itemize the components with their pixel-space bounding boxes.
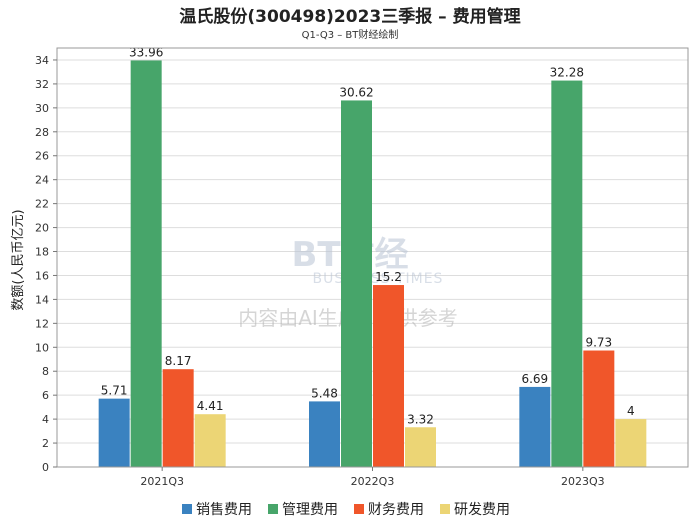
- bar: [373, 285, 404, 467]
- bars: 5.71 33.96 8.17 4.41 5.48 30.62 15.2 3.32 6.69 32…: [98, 45, 647, 467]
- chart-title: 温氏股份(300498)2023三季报 – 费用管理: [179, 6, 520, 27]
- bar-value-label: 6.69: [521, 372, 548, 386]
- bar: [551, 80, 583, 467]
- bar: [583, 350, 615, 467]
- bar-value-label: 9.73: [585, 336, 612, 350]
- bar: [162, 369, 194, 467]
- y-tick-label: 28: [35, 126, 49, 139]
- bar: [405, 427, 436, 467]
- bar-value-label: 15.2: [375, 270, 402, 284]
- y-tick-label: 34: [35, 54, 49, 67]
- bar-value-label: 32.28: [550, 66, 584, 80]
- y-tick-label: 0: [42, 461, 49, 474]
- bar: [309, 401, 340, 467]
- y-tick-label: 6: [42, 389, 49, 402]
- y-tick-label: 32: [35, 78, 49, 91]
- x-tick-label: 2023Q3: [561, 475, 605, 488]
- bar: [519, 386, 551, 467]
- legend-swatch: [182, 504, 192, 514]
- y-tick-label: 8: [42, 365, 49, 378]
- bar-value-label: 5.48: [311, 386, 338, 400]
- y-tick-label: 22: [35, 198, 49, 211]
- bar-value-label: 4.41: [197, 399, 224, 413]
- y-tick-label: 20: [35, 222, 49, 235]
- legend-swatch: [440, 504, 450, 514]
- bar: [615, 419, 647, 467]
- bar-value-label: 8.17: [165, 354, 192, 368]
- bar-value-label: 30.62: [339, 85, 373, 99]
- bar: [194, 414, 226, 467]
- legend-swatch: [268, 504, 278, 514]
- bar: [341, 100, 372, 467]
- legend-swatch: [354, 504, 364, 514]
- bar-value-label: 33.96: [129, 45, 163, 59]
- y-tick-label: 26: [35, 150, 49, 163]
- legend-label: 管理费用: [282, 502, 338, 518]
- y-tick-label: 18: [35, 246, 49, 259]
- y-tick-label: 10: [35, 341, 49, 354]
- legend: 销售费用 管理费用 财务费用 研发费用: [182, 502, 510, 518]
- bar-value-label: 5.71: [101, 384, 128, 398]
- legend-label: 销售费用: [196, 502, 252, 518]
- y-tick-label: 4: [42, 413, 49, 426]
- bar: [98, 398, 130, 467]
- y-tick-label: 24: [35, 174, 49, 187]
- legend-label: 财务费用: [368, 502, 424, 518]
- gridlines: [57, 59, 688, 444]
- y-tick-label: 2: [42, 437, 49, 450]
- bar: [130, 60, 162, 467]
- x-tick-label: 2021Q3: [140, 475, 184, 488]
- y-tick-label: 14: [35, 293, 49, 306]
- y-axis-label: 数额(人民币亿元): [11, 209, 26, 310]
- y-tick-label: 30: [35, 102, 49, 115]
- bar-value-label: 4: [627, 404, 635, 418]
- x-tick-label: 2022Q3: [351, 475, 395, 488]
- legend-label: 研发费用: [454, 502, 510, 518]
- y-tick-label: 12: [35, 317, 49, 330]
- chart-subtitle: Q1-Q3 – BT财经绘制: [302, 28, 399, 41]
- bar-value-label: 3.32: [407, 412, 434, 426]
- y-tick-label: 16: [35, 269, 49, 282]
